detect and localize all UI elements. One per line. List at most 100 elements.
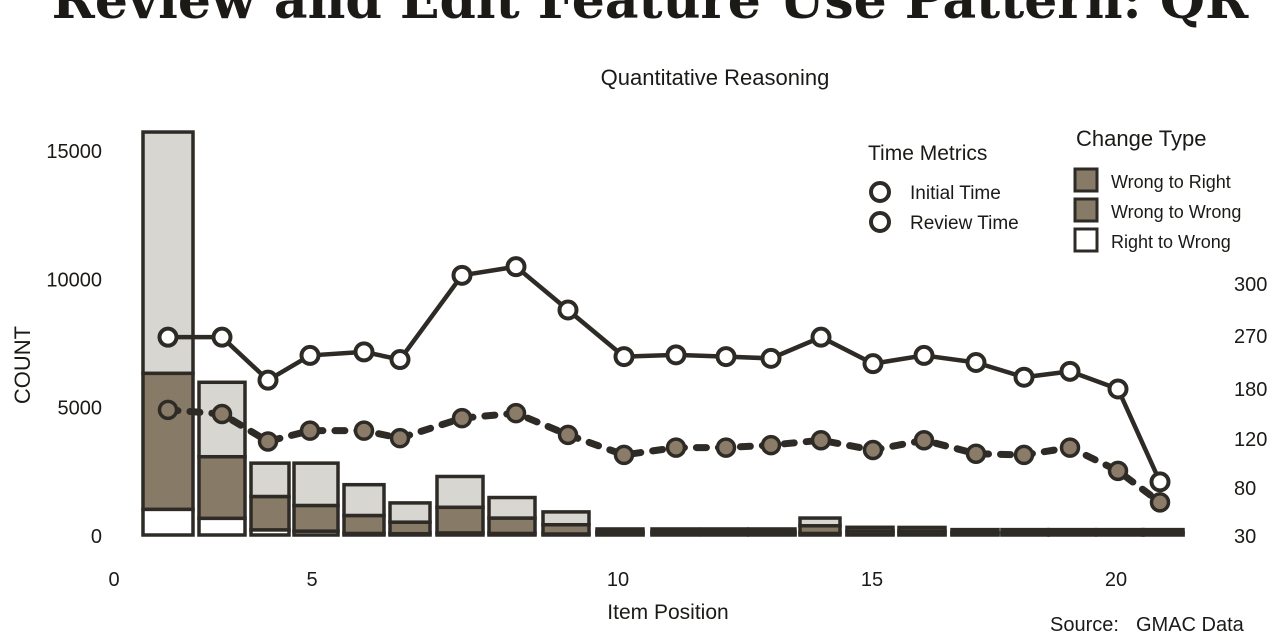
bar-wrong-to-right bbox=[747, 527, 797, 534]
initial-time-point bbox=[157, 326, 179, 348]
bar-wrong-to-wrong bbox=[487, 516, 537, 536]
review-time-point bbox=[665, 437, 687, 458]
legend-change-type: Change Type Wrong to Right Wrong to Wron… bbox=[1073, 126, 1241, 253]
y-right-tick-label: 120 bbox=[1234, 429, 1267, 451]
bar-wrong-to-wrong bbox=[249, 494, 291, 532]
review-time-point bbox=[353, 420, 375, 441]
legend-initial-time-marker bbox=[869, 181, 891, 203]
review-time-point bbox=[505, 402, 527, 424]
legend-wrong-to-wrong-label: Wrong to Wrong bbox=[1111, 202, 1241, 222]
initial-time-point bbox=[353, 341, 375, 363]
chart-subtitle: Quantitative Reasoning bbox=[601, 65, 830, 90]
bar-wrong-to-right bbox=[1095, 527, 1145, 535]
y-right-tick-label: 80 bbox=[1234, 478, 1256, 500]
bar-wrong-to-right bbox=[950, 527, 1000, 535]
bar-wrong-to-right bbox=[1047, 527, 1097, 535]
source-value: GMAC Data bbox=[1136, 614, 1245, 636]
review-time-point bbox=[299, 420, 321, 441]
bar-wrong-to-right bbox=[249, 461, 291, 499]
review-time-point bbox=[965, 443, 987, 464]
legend-review-time-marker bbox=[869, 211, 891, 233]
initial-time-point bbox=[760, 347, 782, 369]
bar-wrong-to-wrong bbox=[197, 454, 247, 521]
review-time-point bbox=[1107, 460, 1129, 482]
x-axis-label: Item Position bbox=[607, 601, 728, 624]
bar-wrong-to-wrong bbox=[342, 513, 386, 536]
y-left-axis: 0 5000 10000 15000 bbox=[46, 141, 102, 548]
initial-time-point bbox=[1013, 366, 1035, 388]
x-tick-label: 0 bbox=[108, 569, 119, 591]
bar-wrong-to-right bbox=[699, 527, 749, 534]
bar-wrong-to-right bbox=[342, 482, 386, 518]
initial-time-point bbox=[299, 344, 321, 366]
legend-right-to-wrong-swatch bbox=[1073, 227, 1099, 253]
y-left-tick-label: 5000 bbox=[58, 398, 103, 420]
bar-wrong-to-wrong bbox=[292, 503, 340, 533]
initial-time-point bbox=[211, 326, 233, 348]
initial-time-point bbox=[389, 349, 411, 371]
x-tick-label: 5 bbox=[306, 569, 317, 591]
initial-time-point bbox=[715, 346, 737, 368]
review-time-point bbox=[913, 429, 935, 451]
bar-wrong-to-right bbox=[897, 525, 947, 533]
y-right-tick-label: 30 bbox=[1234, 526, 1256, 548]
initial-time-point bbox=[1149, 471, 1171, 493]
bar-wrong-to-right bbox=[845, 525, 895, 533]
initial-time-point bbox=[613, 346, 635, 368]
review-time-point bbox=[389, 427, 411, 449]
initial-time-point bbox=[557, 299, 579, 321]
bar-right-to-wrong bbox=[197, 516, 247, 537]
initial-time-point bbox=[1059, 360, 1081, 382]
bar-wrong-to-right bbox=[595, 527, 645, 534]
x-tick-label: 15 bbox=[861, 569, 883, 591]
source-label: Source: bbox=[1050, 614, 1119, 636]
y-left-tick-label: 10000 bbox=[46, 269, 102, 291]
y-left-tick-label: 0 bbox=[91, 526, 102, 548]
review-time-point bbox=[1059, 437, 1081, 458]
legend-right-to-wrong-label: Right to Wrong bbox=[1111, 232, 1231, 252]
review-time-point bbox=[862, 439, 884, 461]
initial-time-point bbox=[965, 352, 987, 373]
bar-wrong-to-right bbox=[292, 461, 340, 508]
review-time-point bbox=[760, 434, 782, 456]
legend-change-title: Change Type bbox=[1076, 126, 1206, 151]
x-tick-label: 10 bbox=[607, 569, 629, 591]
review-time-point bbox=[157, 399, 179, 421]
legend-wrong-to-right-label: Wrong to Right bbox=[1111, 172, 1231, 192]
bar-wrong-to-right bbox=[435, 474, 485, 510]
y-axis-label: COUNT bbox=[10, 326, 35, 404]
bar-right-to-wrong bbox=[141, 507, 195, 537]
initial-time-point bbox=[913, 344, 935, 366]
y-right-axis: 30 80 120 180 270 300 bbox=[1234, 274, 1267, 548]
bar-wrong-to-right bbox=[487, 495, 537, 520]
review-time-point bbox=[1013, 444, 1035, 466]
initial-time-point bbox=[665, 344, 687, 366]
y-right-tick-label: 300 bbox=[1234, 274, 1267, 296]
x-tick-label: 20 bbox=[1105, 569, 1127, 591]
review-time-point bbox=[257, 431, 279, 452]
legend-time-title: Time Metrics bbox=[868, 142, 987, 165]
initial-time-point bbox=[451, 264, 473, 286]
review-time-point bbox=[1149, 492, 1171, 513]
review-time-point bbox=[557, 424, 579, 446]
initial-time-point bbox=[1107, 378, 1129, 400]
bar-wrong-to-right bbox=[541, 510, 591, 527]
chart-title: Review and Edit Feature Use Pattern: QR bbox=[52, 0, 1249, 31]
legend-wrong-to-wrong-swatch bbox=[1073, 197, 1099, 223]
bar-wrong-to-wrong bbox=[435, 505, 485, 535]
bar-series-group bbox=[141, 130, 1185, 537]
bar-wrong-to-wrong bbox=[141, 371, 195, 512]
review-time-point bbox=[810, 429, 832, 451]
bar-wrong-to-right bbox=[650, 527, 700, 534]
x-axis: 0 5 10 15 20 bbox=[108, 569, 1127, 591]
review-time-point bbox=[211, 403, 233, 425]
legend-wrong-to-right-swatch bbox=[1073, 167, 1099, 193]
bar-wrong-to-right bbox=[1000, 527, 1050, 535]
initial-time-point bbox=[810, 326, 832, 348]
review-time-point bbox=[451, 407, 473, 429]
bar-wrong-to-right bbox=[798, 516, 842, 528]
initial-time-point bbox=[862, 353, 884, 375]
legend-time-metrics: Time Metrics Initial Time Review Time bbox=[868, 142, 1019, 234]
review-time-point bbox=[715, 437, 737, 458]
